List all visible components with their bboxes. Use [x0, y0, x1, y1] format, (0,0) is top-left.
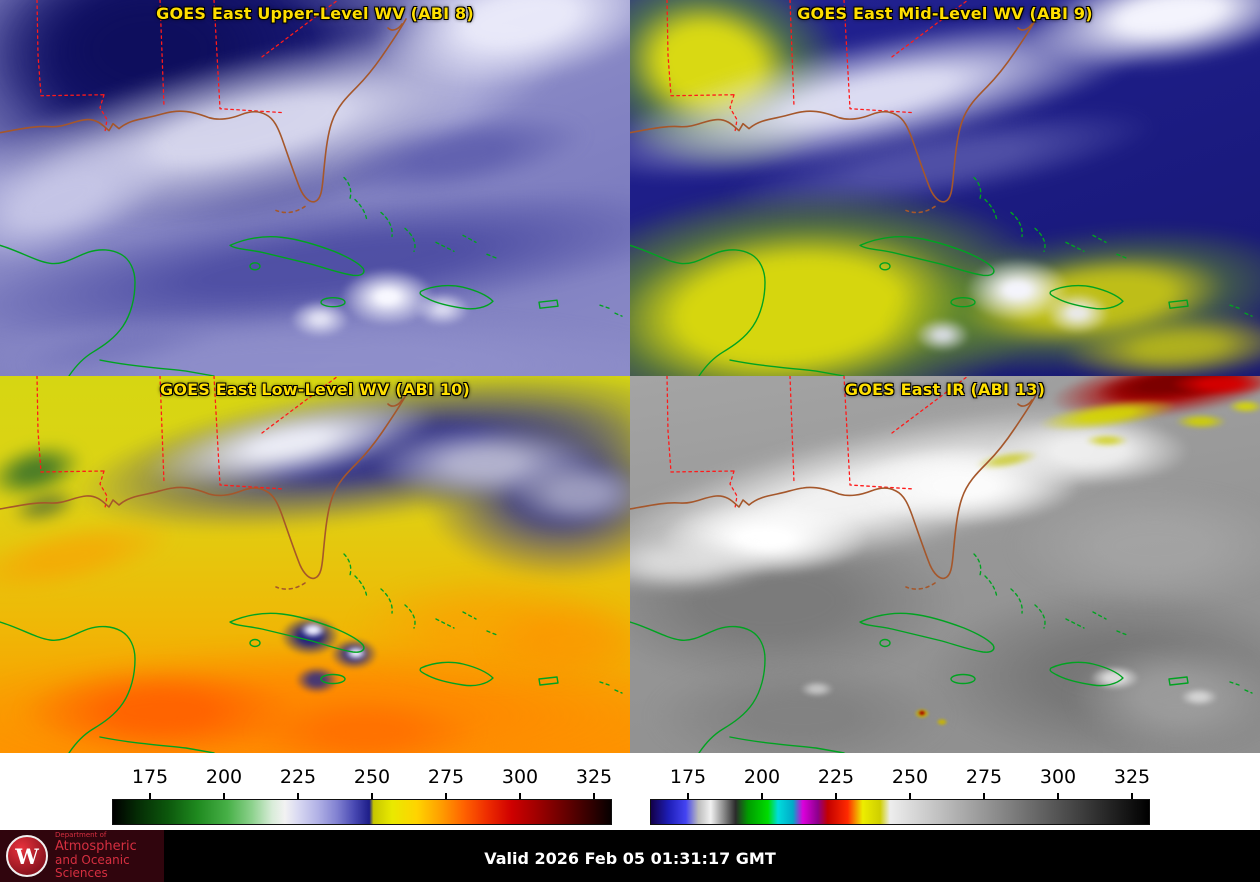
crest-letter: W: [15, 843, 39, 869]
logo-dept-line: Department of: [55, 831, 107, 840]
tick-mark: [687, 793, 689, 799]
panel-title-abi13: GOES East IR (ABI 13): [844, 380, 1046, 399]
panel-mid-wv: GOES East Mid-Level WV (ABI 9): [630, 0, 1260, 376]
panel-ir: GOES East IR (ABI 13): [630, 376, 1260, 753]
ir-tick-label: 200: [743, 766, 781, 788]
tick-mark: [983, 793, 985, 799]
tick-mark: [297, 793, 299, 799]
valid-timestamp: Valid 2026 Feb 05 01:31:17 GMT: [484, 849, 776, 868]
colorbar-wv: 175 200 225 250 275 300 325: [112, 753, 612, 830]
ir-tick-label: 175: [669, 766, 707, 788]
tick-mark: [149, 793, 151, 799]
uw-aos-logo: W Department of Atmospheric and Oceanic …: [0, 830, 164, 882]
wv-tick-label: 275: [427, 766, 465, 788]
tick-mark: [519, 793, 521, 799]
panel-title-abi8: GOES East Upper-Level WV (ABI 8): [156, 4, 474, 23]
wv-tick-label: 325: [575, 766, 613, 788]
tick-mark: [761, 793, 763, 799]
wv-tick-label: 200: [205, 766, 243, 788]
ir-tick-label: 225: [817, 766, 855, 788]
panel-title-abi9: GOES East Mid-Level WV (ABI 9): [797, 4, 1093, 23]
satellite-imagery-abi9: [630, 0, 1260, 376]
tick-mark: [835, 793, 837, 799]
wv-colorbar-gradient: [112, 799, 612, 825]
ir-tick-label: 300: [1039, 766, 1077, 788]
panel-low-wv: GOES East Low-Level WV (ABI 10): [0, 376, 630, 753]
tick-mark: [445, 793, 447, 799]
panel-title-abi10: GOES East Low-Level WV (ABI 10): [159, 380, 470, 399]
ir-tick-label: 250: [891, 766, 929, 788]
footer-bar: W Department of Atmospheric and Oceanic …: [0, 830, 1260, 882]
panel-upper-wv: GOES East Upper-Level WV (ABI 8): [0, 0, 630, 376]
wv-tick-label: 300: [501, 766, 539, 788]
tick-mark: [909, 793, 911, 799]
ir-tick-label: 325: [1113, 766, 1151, 788]
tick-mark: [1131, 793, 1133, 799]
satellite-imagery-abi8: [0, 0, 630, 376]
colorbar-ir: 175 200 225 250 275 300 325: [650, 753, 1150, 830]
tick-mark: [1057, 793, 1059, 799]
satellite-imagery-abi13: [630, 376, 1260, 753]
tick-mark: [223, 793, 225, 799]
tick-mark: [371, 793, 373, 799]
logo-line1: Atmospheric: [55, 838, 137, 854]
wv-tick-label: 225: [279, 766, 317, 788]
uw-crest-icon: W: [6, 835, 48, 877]
logo-line2: and Oceanic Sciences: [55, 852, 130, 880]
ir-tick-label: 275: [965, 766, 1003, 788]
ir-colorbar-gradient: [650, 799, 1150, 825]
tick-mark: [593, 793, 595, 799]
colorbar-strip: 175 200 225 250 275 300 325 175 200 225 …: [0, 753, 1260, 830]
image-grid: GOES East Upper-Level WV (ABI 8) GOES Ea…: [0, 0, 1260, 753]
wv-tick-label: 250: [353, 766, 391, 788]
satellite-imagery-abi10: [0, 376, 630, 753]
logo-text: Department of Atmospheric and Oceanic Sc…: [55, 831, 164, 880]
wv-tick-label: 175: [131, 766, 169, 788]
